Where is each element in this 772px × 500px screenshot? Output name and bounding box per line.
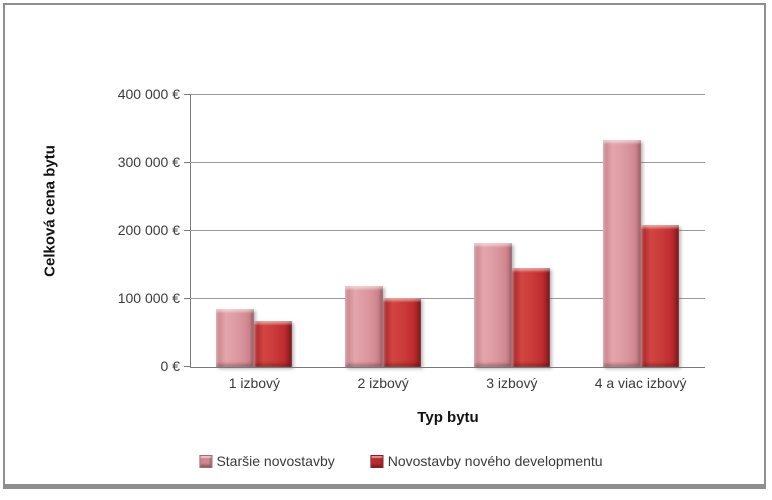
bar-novostavby-3 [511, 268, 550, 367]
x-axis-title: Typ bytu [417, 409, 479, 426]
x-tick-label: 1 izbový [228, 375, 281, 391]
y-axis-tick [184, 298, 190, 299]
legend-item: Novostavby nového developmentu [370, 453, 603, 469]
x-axis-line [190, 367, 705, 368]
legend-item: Staršie novostavby [199, 453, 335, 469]
gridline [190, 298, 705, 299]
legend-swatch-icon [199, 454, 213, 468]
y-axis-tick [184, 94, 190, 95]
gridline [190, 162, 705, 163]
x-tick-label: 3 izbový [486, 375, 538, 391]
x-tick-label: 4 a viac izbový [594, 375, 687, 391]
y-tick-label: 100 000 € [117, 290, 180, 306]
y-axis-line [190, 95, 191, 367]
bar-staršie-2 [345, 286, 384, 367]
y-tick-label: 400 000 € [117, 86, 180, 102]
bar-staršie-3 [473, 242, 512, 367]
gridline [190, 230, 705, 231]
y-axis-tick [184, 162, 190, 163]
bar-novostavby-2 [383, 298, 422, 367]
y-axis-tick [184, 230, 190, 231]
y-axis-tick [184, 366, 190, 367]
bar-staršie-1 [216, 309, 255, 367]
plot-area: 0 € 100 000 € 200 000 € 300 000 € 400 000 € 1… [118, 86, 705, 391]
legend: Staršie novostavby Novostavby nového deve… [199, 453, 603, 469]
legend-swatch-icon [370, 454, 384, 468]
bar-staršie-4 [602, 139, 641, 367]
bar-novostavby-4 [640, 224, 679, 367]
bar-novostavby-1 [254, 320, 293, 367]
y-tick-label: 0 € [160, 358, 180, 374]
legend-label: Novostavby nového developmentu [387, 453, 603, 469]
y-tick-label: 300 000 € [117, 154, 180, 170]
gridline [190, 94, 705, 95]
legend-label: Staršie novostavby [216, 453, 335, 469]
y-axis-title: Celková cena bytu [41, 145, 59, 277]
chart-frame: Celková cena bytu 0 € 100 000 € 200 000 € 3… [3, 3, 766, 489]
x-tick-label: 2 izbový [357, 375, 409, 391]
y-tick-label: 200 000 € [117, 222, 180, 238]
